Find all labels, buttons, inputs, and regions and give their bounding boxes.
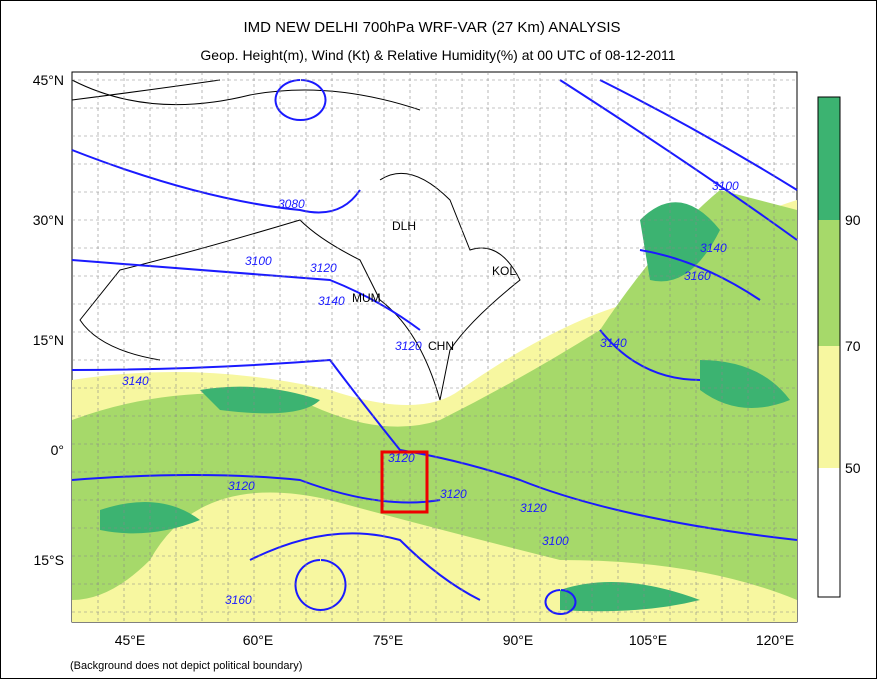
colorbar-70 (818, 220, 840, 346)
contour-label: 3120 (440, 487, 467, 501)
lat-label: 0° (51, 442, 64, 458)
contour-label: 3100 (712, 179, 739, 193)
colorbar-label: 90 (845, 212, 861, 228)
lon-label: 60°E (243, 632, 274, 648)
footnote: (Background does not depict political bo… (70, 660, 302, 672)
lon-label: 90°E (503, 632, 534, 648)
colorbar-low (818, 468, 840, 597)
colorbar (817, 96, 841, 598)
city-label: MUM (352, 291, 381, 305)
lon-label: 45°E (115, 632, 146, 648)
city-label: DLH (392, 219, 416, 233)
contour-label: 3120 (228, 479, 255, 493)
contour-label: 3140 (600, 336, 627, 350)
city-label: KOL (492, 264, 516, 278)
humidity-70 (72, 190, 797, 600)
city-label: CHN (428, 339, 454, 353)
contour-label: 3140 (700, 241, 727, 255)
lat-label: 15°S (33, 552, 64, 568)
contour-label: 3080 (278, 197, 305, 211)
colorbar-90 (818, 97, 840, 220)
map-area: DLH MUM KOL CHN 3080 3100 3120 3140 3120 3140 3120… (71, 71, 798, 623)
contour-label: 3120 (520, 501, 547, 515)
colorbar-label: 50 (845, 460, 861, 476)
title: IMD NEW DELHI 700hPa WRF-VAR (27 Km) ANA… (243, 19, 620, 36)
highlight-box (380, 450, 429, 514)
contour-label: 3120 (310, 261, 337, 275)
lon-label: 75°E (373, 632, 404, 648)
height-contours (71, 79, 798, 615)
subtitle: Geop. Height(m), Wind (Kt) & Relative Hu… (200, 47, 675, 63)
contour-label: 3100 (245, 254, 272, 268)
humidity-90 (100, 202, 790, 612)
contour-label: 3140 (318, 294, 345, 308)
contour-label: 3100 (542, 534, 569, 548)
contour-label: 3120 (388, 451, 415, 465)
colorbar-frame (817, 96, 841, 598)
lon-label: 120°E (756, 632, 794, 648)
graticule (72, 72, 797, 622)
lat-label: 45°N (33, 72, 64, 88)
lon-label: 105°E (629, 632, 667, 648)
lat-label: 30°N (33, 212, 64, 228)
colorbar-50 (818, 346, 840, 468)
contour-label: 3160 (684, 269, 711, 283)
contour-label: 3140 (122, 374, 149, 388)
coastline (71, 79, 521, 401)
map-labels: DLH MUM KOL CHN 3080 3100 3120 3140 3120 3140 3120… (122, 179, 739, 607)
lat-label: 15°N (33, 332, 64, 348)
contour-label: 3120 (395, 339, 422, 353)
colorbar-label: 70 (845, 338, 861, 354)
contour-label: 3160 (225, 593, 252, 607)
